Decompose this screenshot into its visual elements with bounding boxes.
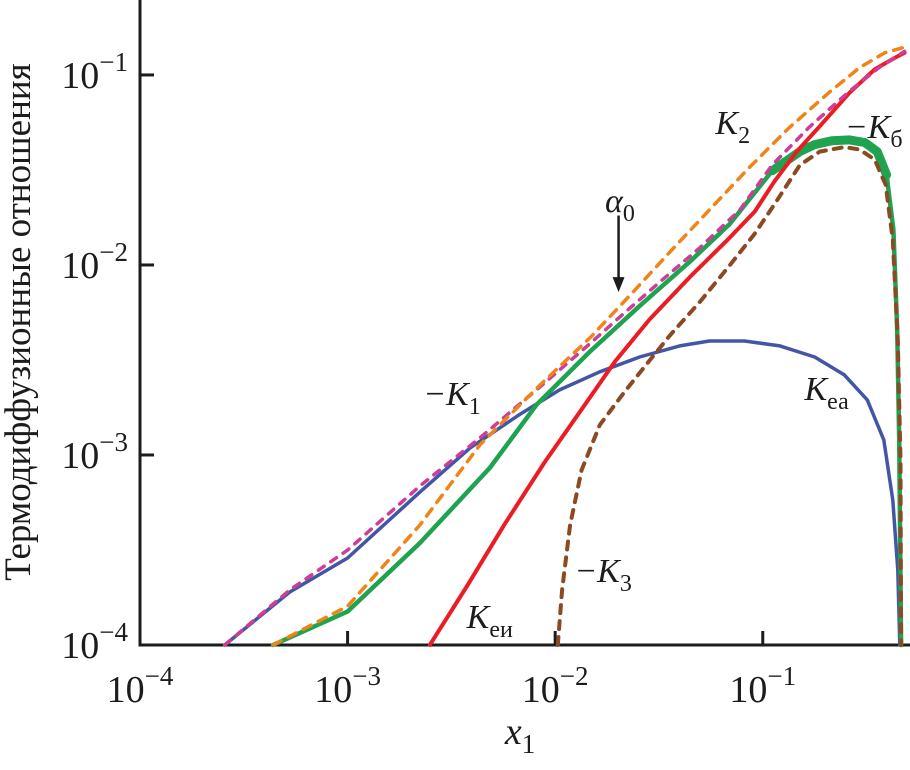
alpha0-arrowhead [612, 277, 625, 293]
x-tick-label-10e-1: 10−1 [729, 661, 796, 711]
y-tick-label-10e-2: 10−2 [61, 237, 128, 287]
curve-minus_K3 [555, 145, 904, 647]
curve-label-Kei: Kеи [466, 599, 513, 643]
x-tick-label-10e-2: 10−2 [522, 661, 589, 711]
curve-label-alpha0: α0 [605, 183, 635, 227]
curve-label-K2: K2 [714, 105, 750, 149]
curve-minus_K1 [222, 49, 907, 647]
curve-label-minus_K3: −K3 [574, 553, 632, 597]
curve-Kea [222, 339, 902, 647]
y-tick-label-10e-4: 10−4 [61, 617, 128, 667]
curve-label-Kea: Kеа [803, 371, 849, 415]
axes-spines [138, 0, 910, 647]
y-tick-label-10e-1: 10−1 [61, 47, 128, 97]
x-axis-title: x1 [504, 711, 535, 759]
curve-minus_Kb-peak-emphasis [767, 135, 892, 180]
y-axis-title: Термодиффузионные отношения [0, 63, 39, 580]
curve-K2_alpha0 [271, 44, 910, 647]
x-tick-label-10e-4: 10−4 [107, 661, 174, 711]
curve-label-minus_Kb: −Kб [845, 109, 903, 153]
y-tick-label-10e-3: 10−3 [61, 427, 128, 477]
x-tick-label-10e-3: 10−3 [314, 661, 381, 711]
curve-label-minus_K1: −K1 [423, 376, 481, 420]
